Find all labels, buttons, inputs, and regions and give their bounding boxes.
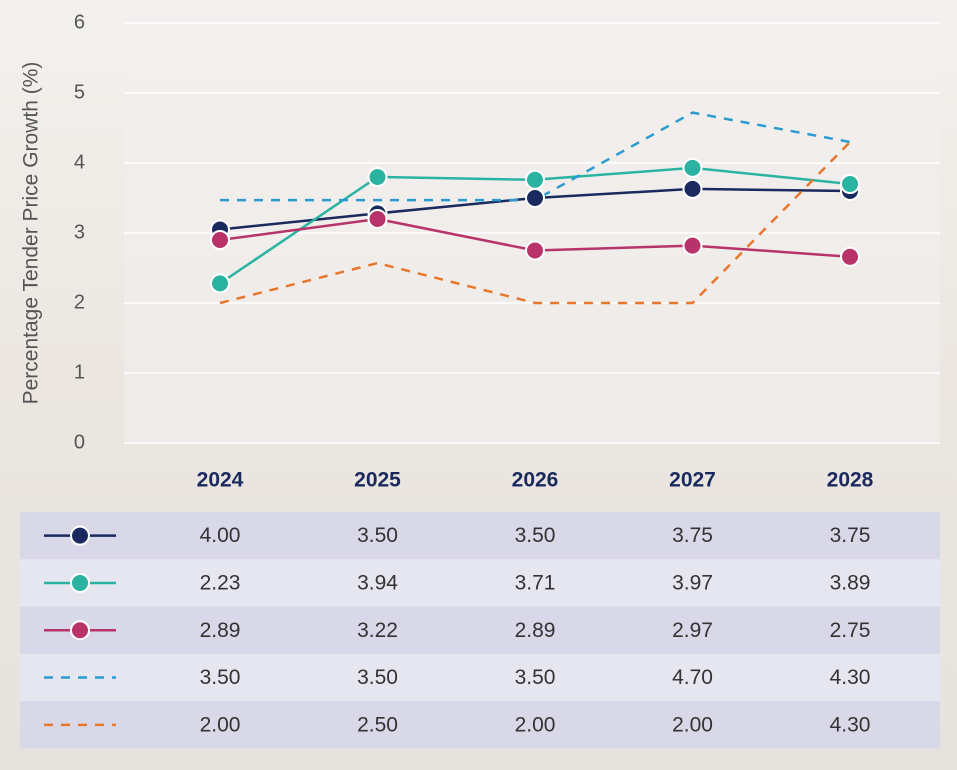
data-point <box>682 235 703 256</box>
y-tick-label: 0 <box>74 431 85 453</box>
table-cell: 3.50 <box>357 524 398 547</box>
y-tick-label: 5 <box>74 81 85 103</box>
table-cell: 3.50 <box>515 666 556 689</box>
table-row <box>20 512 940 560</box>
table-cell: 2.50 <box>357 713 398 736</box>
legend-marker <box>70 525 90 546</box>
table-cell: 2.75 <box>830 619 871 642</box>
data-point <box>682 157 703 178</box>
table-cell: 3.97 <box>672 571 713 594</box>
table-cell: 3.94 <box>357 571 398 594</box>
x-tick-label: 2024 <box>197 469 244 492</box>
table-cell: 4.70 <box>672 666 713 689</box>
data-point <box>840 246 860 267</box>
data-point <box>210 273 230 294</box>
series-line <box>219 141 851 305</box>
data-point <box>525 188 545 208</box>
y-tick-label: 4 <box>74 151 85 173</box>
data-point <box>525 240 545 261</box>
x-tick-label: 2027 <box>669 469 716 492</box>
table-cell: 4.30 <box>830 713 871 736</box>
x-tick-label: 2028 <box>827 469 874 492</box>
data-point <box>367 167 388 187</box>
table-cell: 2.23 <box>200 571 241 594</box>
table-row <box>20 606 940 654</box>
data-point <box>840 174 860 194</box>
table-cell: 3.71 <box>515 571 556 594</box>
y-tick-label: 2 <box>74 291 85 313</box>
table-row <box>20 701 940 749</box>
table-cell: 3.50 <box>357 666 398 689</box>
table-cell: 3.50 <box>515 524 556 547</box>
table-cell: 3.22 <box>357 619 398 642</box>
table-cell: 2.00 <box>515 713 556 736</box>
table-cell: 2.00 <box>200 713 241 736</box>
table-row <box>20 559 940 607</box>
table-cell: 3.50 <box>200 666 241 689</box>
y-axis-title: Percentage Tender Price Growth (%) <box>20 62 43 405</box>
x-tick-label: 2025 <box>354 469 401 492</box>
y-tick-label: 6 <box>74 11 85 33</box>
table-cell: 4.00 <box>200 524 241 547</box>
data-point <box>367 209 388 229</box>
legend-marker <box>70 620 90 641</box>
table-cell: 3.75 <box>830 524 871 547</box>
table-cell: 2.89 <box>515 619 556 642</box>
table-cell: 3.75 <box>672 524 713 547</box>
table-cell: 2.97 <box>672 619 713 642</box>
x-tick-label: 2026 <box>512 469 559 492</box>
data-point <box>210 230 230 250</box>
table-cell: 2.89 <box>200 619 241 642</box>
y-tick-label: 1 <box>74 361 85 383</box>
table-cell: 4.30 <box>830 666 871 689</box>
data-point <box>682 178 703 199</box>
data-point <box>525 169 545 190</box>
table-cell: 2.00 <box>672 713 713 736</box>
y-tick-label: 3 <box>74 221 85 243</box>
legend-marker <box>70 572 90 593</box>
table-row <box>20 653 940 702</box>
table-cell: 3.89 <box>830 571 871 594</box>
